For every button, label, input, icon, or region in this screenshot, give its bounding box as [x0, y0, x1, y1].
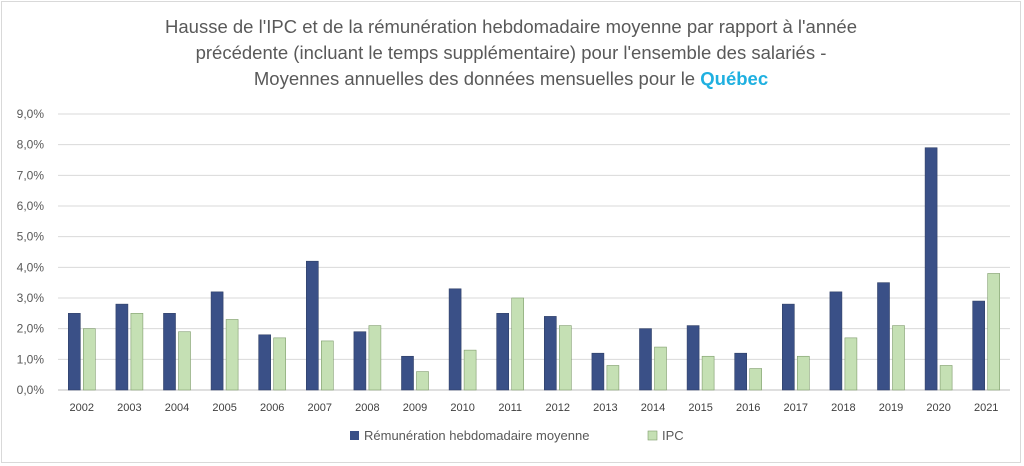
legend-label-remuneration: Rémunération hebdomadaire moyenne — [364, 428, 589, 443]
bar-remuneration — [163, 313, 176, 391]
bar-remuneration — [877, 282, 890, 391]
bar-ipc — [225, 319, 239, 391]
x-tick-label: 2010 — [450, 402, 474, 414]
x-tick-label: 2002 — [70, 402, 94, 414]
y-tick-label: 2,0% — [17, 322, 45, 336]
bar-ipc — [273, 337, 287, 391]
x-tick-label: 2015 — [688, 402, 712, 414]
y-tick-label: 9,0% — [17, 107, 45, 121]
bar-ipc — [558, 325, 572, 391]
bar-remuneration — [591, 352, 605, 391]
bar-ipc — [654, 346, 667, 391]
bar-ipc — [987, 273, 1001, 391]
bar-remuneration — [639, 328, 652, 391]
bar-remuneration — [115, 303, 129, 391]
bar-ipc — [749, 368, 763, 391]
x-tick-label: 2013 — [593, 402, 617, 414]
bar-remuneration — [258, 334, 272, 391]
y-tick-label: 5,0% — [17, 230, 45, 244]
y-tick-label: 3,0% — [17, 291, 45, 305]
bar-ipc — [844, 337, 858, 391]
x-tick-label: 2008 — [355, 402, 379, 414]
legend-label-ipc: IPC — [662, 428, 684, 443]
x-tick-label: 2012 — [546, 402, 570, 414]
legend-swatch-ipc — [647, 430, 658, 441]
x-tick-label: 2016 — [736, 402, 760, 414]
bar-ipc — [606, 365, 620, 391]
y-tick-label: 8,0% — [17, 138, 45, 152]
y-tick-label: 1,0% — [17, 352, 45, 366]
bar-remuneration — [972, 300, 986, 391]
bar-ipc — [368, 325, 382, 391]
chart-title-line-3-prefix: Moyennes annuelles des données mensuelle… — [253, 68, 696, 89]
bar-ipc — [83, 328, 96, 391]
y-tick-label: 6,0% — [17, 199, 45, 213]
bar-ipc — [130, 313, 144, 391]
x-tick-label: 2003 — [117, 402, 141, 414]
bar-remuneration — [781, 303, 795, 391]
x-tick-label: 2007 — [308, 402, 332, 414]
bar-remuneration — [686, 325, 700, 391]
bar-remuneration — [353, 331, 367, 391]
bar-remuneration — [68, 313, 81, 391]
chart-title-line-2: précédente (incluant le temps supplément… — [195, 42, 827, 63]
chart-title-line-1: Hausse de l'IPC et de la rémunération he… — [165, 16, 857, 37]
x-tick-label: 2014 — [641, 402, 665, 414]
x-tick-label: 2017 — [784, 402, 808, 414]
x-tick-label: 2009 — [403, 402, 427, 414]
bar-remuneration — [734, 352, 748, 391]
bar-remuneration — [924, 147, 938, 391]
y-tick-label: 7,0% — [17, 168, 45, 182]
bar-remuneration — [401, 355, 414, 391]
bar-ipc — [892, 325, 905, 391]
bar-ipc — [796, 355, 810, 391]
x-tick-label: 2021 — [974, 402, 998, 414]
x-tick-label: 2005 — [212, 402, 236, 414]
bar-remuneration — [210, 291, 224, 391]
bar-ipc — [701, 355, 715, 391]
bar-remuneration — [829, 291, 843, 391]
bar-ipc — [463, 349, 477, 391]
x-tick-label: 2018 — [831, 402, 855, 414]
bar-remuneration — [543, 316, 557, 391]
bar-ipc — [416, 371, 429, 391]
y-tick-label: 0,0% — [17, 383, 45, 397]
bar-remuneration — [496, 313, 510, 391]
y-tick-label: 4,0% — [17, 260, 45, 274]
bar-ipc — [178, 331, 191, 391]
x-tick-label: 2011 — [498, 402, 522, 414]
bar-remuneration — [305, 260, 319, 391]
chart-title-highlight: Québec — [700, 68, 769, 89]
bar-ipc — [511, 297, 525, 391]
bar-ipc — [320, 340, 334, 391]
chart-title-line-3: Moyennes annuelles des données mensuelle… — [0, 66, 1022, 92]
x-tick-label: 2020 — [926, 402, 950, 414]
bar-remuneration — [448, 288, 462, 391]
x-tick-label: 2006 — [260, 402, 284, 414]
chart-title: Hausse de l'IPC et de la rémunération he… — [0, 14, 1022, 92]
legend-swatch-remuneration — [350, 431, 359, 440]
x-tick-label: 2004 — [165, 402, 189, 414]
x-tick-label: 2019 — [879, 402, 903, 414]
bar-ipc — [939, 365, 953, 391]
